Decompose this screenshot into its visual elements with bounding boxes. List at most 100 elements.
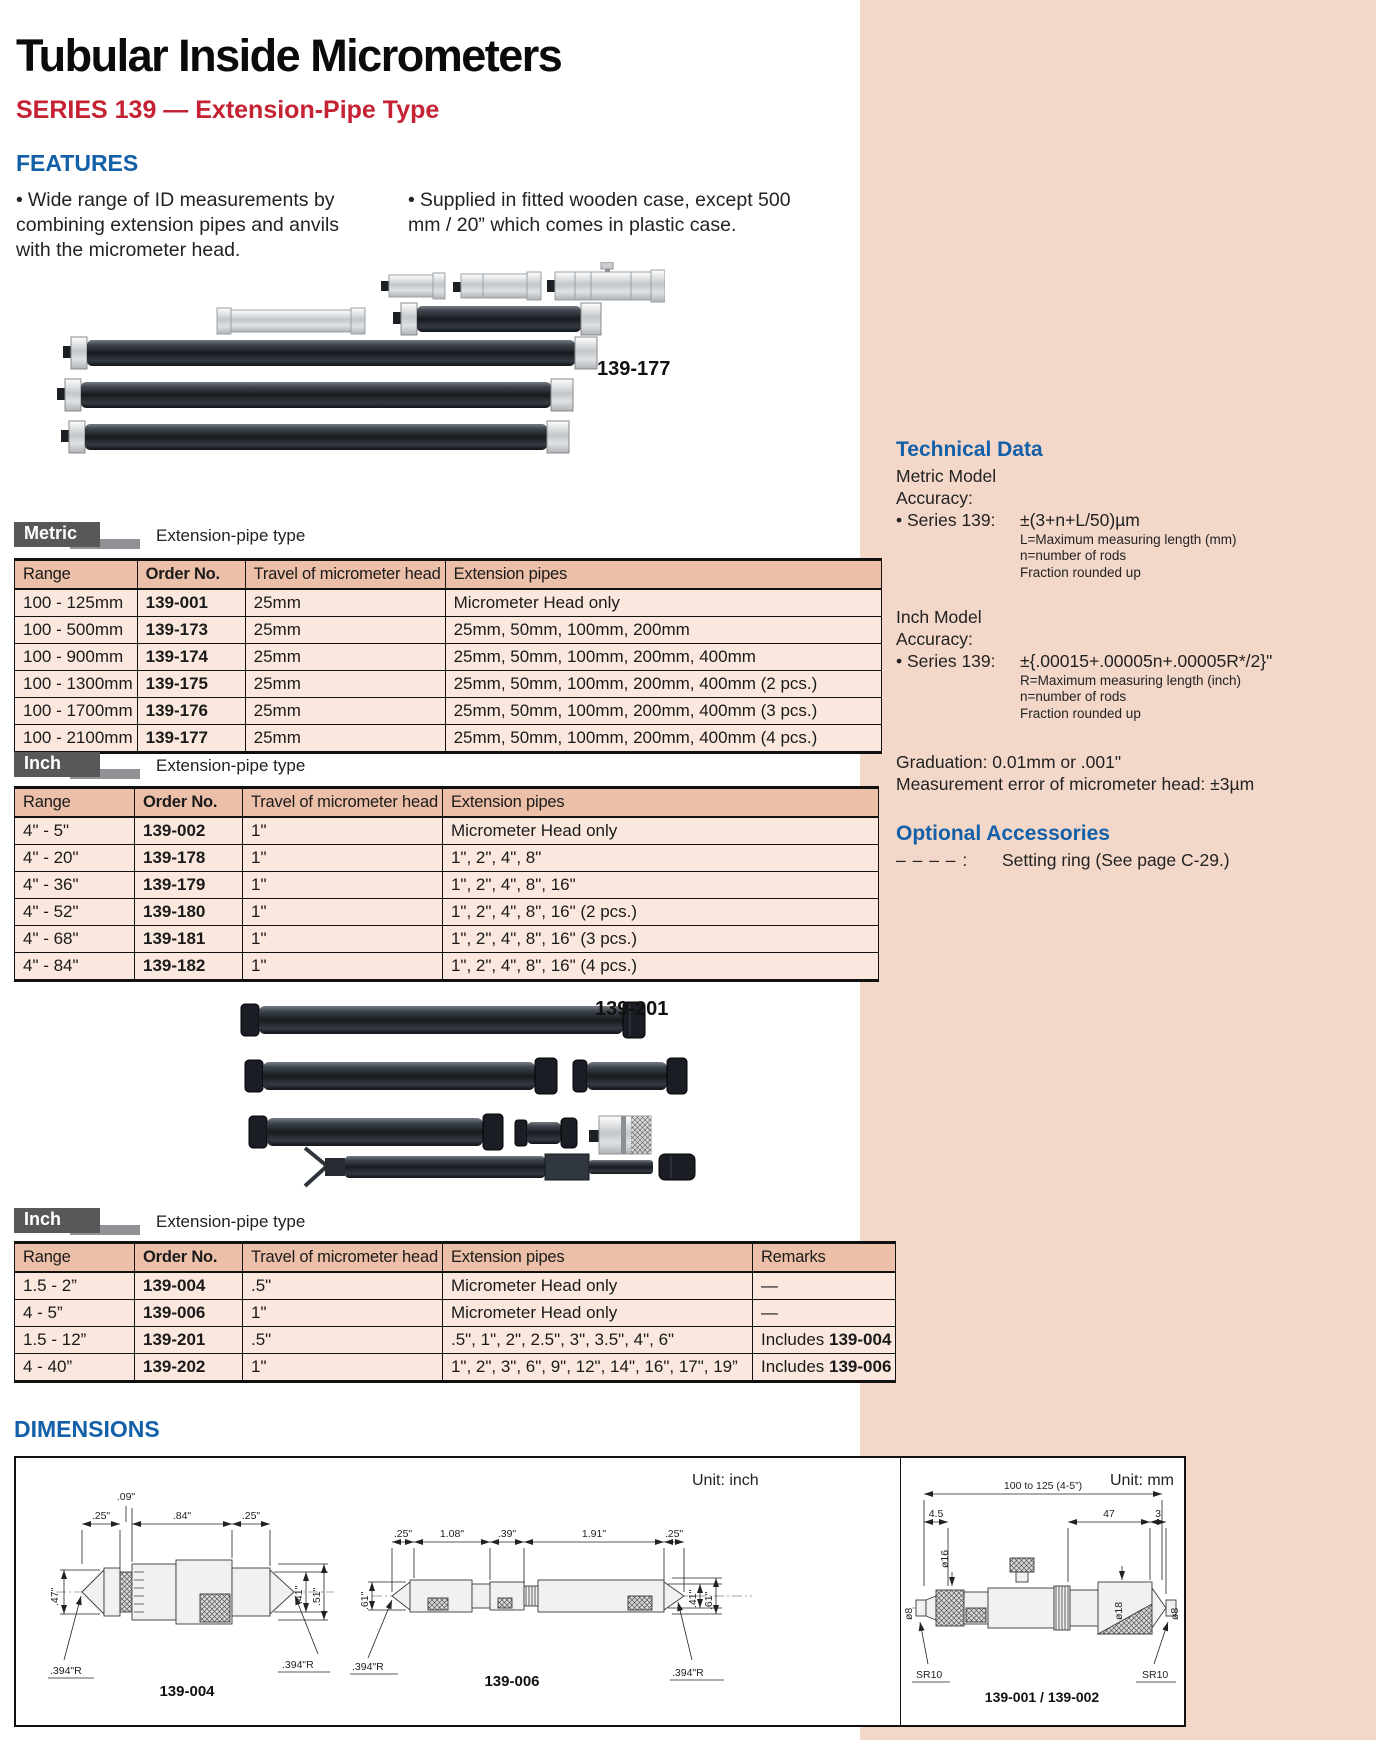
product-number-label: 139-177 <box>597 358 671 380</box>
svg-text:139-006: 139-006 <box>484 1673 539 1690</box>
svg-text:100 to 125 (4-5”): 100 to 125 (4-5”) <box>1004 1480 1082 1492</box>
table-cell: Includes 139-006 <box>751 1353 897 1382</box>
dimensions-heading: DIMENSIONS <box>14 1416 160 1442</box>
table-cell: 139-006 <box>134 1299 243 1327</box>
metric-model-label: Metric Model <box>896 466 997 486</box>
dimension-drawing-139-006: .25" 1.08" .39" 1.91" .25" .61" .41" .61… <box>350 1528 752 1690</box>
metric-table: Range Order No. Travel of micrometer head E… <box>14 558 882 754</box>
fork-rod-icon <box>303 1146 696 1188</box>
table-cell: 4" - 5" <box>14 816 135 845</box>
table-cell: Micrometer Head only <box>441 1299 753 1327</box>
column-header: Range <box>14 559 138 590</box>
accuracy-note: R=Maximum measuring length (inch) <box>1020 672 1241 688</box>
table-cell: 25mm, 50mm, 100mm, 200mm, 400mm (2 pcs.) <box>444 670 882 698</box>
table-cell: 139-181 <box>134 925 243 953</box>
table-cell: 139-177 <box>136 724 246 753</box>
table-header-row: Range Order No. Travel of micrometer head E… <box>14 559 882 590</box>
inch-tab-label: Inch <box>14 1208 100 1233</box>
features-heading: FEATURES <box>16 150 139 176</box>
dimension-drawing-139-001: 100 to 125 (4-5”) 4.5 47 3 ø8 ø16 ø18 ø8… <box>904 1480 1180 1705</box>
table-cell: — <box>751 1299 897 1327</box>
column-header: Extension pipes <box>444 559 882 590</box>
table-cell: 25mm, 50mm, 100mm, 200mm, 400mm <box>444 643 882 671</box>
extension-pipe-icon <box>240 1001 646 1039</box>
extension-rod-icon <box>63 336 598 370</box>
table-row: 4" - 84" 139-182 1" 1", 2", 4", 8", 16" (4 … <box>14 952 879 981</box>
column-header: Range <box>14 1242 135 1273</box>
table-cell: 139-202 <box>134 1353 243 1382</box>
table-row: 1.5 - 12” 139-201.5" .5", 1", 2", 2.5", 3"… <box>14 1326 897 1354</box>
table-cell: 1", 2", 4", 8", 16" (4 pcs.) <box>441 952 879 981</box>
svg-text:.394"R: .394"R <box>282 1659 314 1671</box>
svg-text:.25": .25" <box>665 1528 684 1540</box>
table-cell: Includes 139-004 <box>751 1326 897 1354</box>
accuracy-value: ±(3+n+L/50)µm <box>1020 509 1140 530</box>
tab-step-decoration <box>70 769 140 779</box>
table-cell: 1", 2", 4", 8", 16" (3 pcs.) <box>441 925 879 953</box>
table-cell: 1", 2", 4", 8", 16" <box>441 871 879 899</box>
unit-inch-label: Unit: inch <box>692 1472 759 1489</box>
table-cell: 100 - 1700mm <box>14 697 138 725</box>
table-cell: 25mm <box>244 588 446 617</box>
svg-text:ø8: ø8 <box>1169 1608 1180 1620</box>
inch-accuracy-row: • Series 139: ±{.00015+.00005n+.00005R*/… <box>896 651 1332 673</box>
svg-text:SR10: SR10 <box>1142 1669 1168 1681</box>
table-cell: .5" <box>242 1326 443 1354</box>
column-header: Order No. <box>136 559 246 590</box>
svg-text:4.5: 4.5 <box>929 1508 944 1520</box>
micrometer-head-clamp-icon <box>547 262 665 303</box>
table-cell: 25mm <box>244 697 446 725</box>
table-cell: 139-001 <box>136 588 246 617</box>
table-row: 4 - 5” 139-006 1" Micrometer Head only — <box>14 1299 897 1327</box>
metric-tab-row: Metric Extension-pipe type <box>14 522 305 549</box>
table-row: 4" - 20" 139-178 1" 1", 2", 4", 8" <box>14 844 879 872</box>
table-cell: 1.5 - 2” <box>14 1271 135 1300</box>
table-cell: 139-180 <box>134 898 243 926</box>
table-caption: Extension-pipe type <box>156 1212 306 1231</box>
dimension-drawing-139-004: .25" .09" .84" .25" .47" .41" .51" .394"… <box>48 1491 334 1700</box>
table-cell: 1.5 - 12” <box>14 1326 135 1354</box>
svg-text:.25": .25" <box>394 1528 413 1540</box>
page-title: Tubular Inside Micrometers <box>16 30 563 81</box>
unit-mm-label: Unit: mm <box>1110 1472 1174 1489</box>
table-cell: 139-201 <box>134 1326 243 1354</box>
table-cell: 139-004 <box>134 1271 243 1300</box>
table-cell: 139-176 <box>136 697 246 725</box>
table-cell: 100 - 500mm <box>14 616 138 644</box>
table-cell: Micrometer Head only <box>441 1271 753 1300</box>
table-cell: 1", 2", 4", 8", 16" (2 pcs.) <box>441 898 879 926</box>
svg-text:.09": .09" <box>117 1491 136 1503</box>
column-header: Travel of micrometer head <box>244 559 446 590</box>
table-cell: 4" - 36" <box>14 871 135 899</box>
table-cell: — <box>751 1271 897 1300</box>
table-row: 100 - 1700mm 139-176 25mm 25mm, 50mm, 100mm… <box>14 697 882 725</box>
table-cell: 1" <box>242 871 443 899</box>
table-cell: 139-182 <box>134 952 243 981</box>
table-row: 4" - 52" 139-180 1" 1", 2", 4", 8", 16" (2 … <box>14 898 879 926</box>
svg-text:ø18: ø18 <box>1113 1602 1125 1620</box>
svg-text:.394"R: .394"R <box>352 1661 384 1673</box>
accuracy-value: ±{.00015+.00005n+.00005R*/2}" <box>1020 650 1273 671</box>
table-cell: 25mm, 50mm, 100mm, 200mm, 400mm (4 pcs.) <box>444 724 882 753</box>
svg-text:139-004: 139-004 <box>159 1683 215 1700</box>
accuracy-label: Accuracy: <box>896 487 973 508</box>
accuracy-note: L=Maximum measuring length (mm) <box>1020 531 1237 547</box>
inch-table: Range Order No. Travel of micrometer head E… <box>14 786 879 982</box>
table-caption: Extension-pipe type <box>156 756 306 775</box>
dimensions-box: Unit: inch Unit: mm <box>14 1456 1186 1727</box>
table-cell: 1" <box>242 925 443 953</box>
svg-text:.394"R: .394"R <box>672 1667 704 1679</box>
table-cell: 100 - 900mm <box>14 643 138 671</box>
table-cell: 1" <box>242 1353 443 1382</box>
table-cell: .5", 1", 2", 2.5", 3", 3.5", 4", 6" <box>441 1326 753 1354</box>
table-row: 4" - 68" 139-181 1" 1", 2", 4", 8", 16" (3 … <box>14 925 879 953</box>
technical-sidebar: Technical Data Metric Model Accuracy: • … <box>896 438 1332 871</box>
accuracy-note: n=number of rods <box>1020 689 1127 705</box>
svg-text:.25": .25" <box>242 1510 261 1522</box>
extension-rod-icon <box>57 378 574 412</box>
table-cell: 1" <box>242 1299 443 1327</box>
measurement-error-line: Measurement error of micrometer head: ±3… <box>896 773 1255 794</box>
table-row: 1.5 - 2” 139-004.5" Micrometer Head only — <box>14 1271 897 1300</box>
table-cell: 139-002 <box>134 816 243 845</box>
graduation-line: Graduation: 0.01mm or .001" <box>896 752 1122 773</box>
